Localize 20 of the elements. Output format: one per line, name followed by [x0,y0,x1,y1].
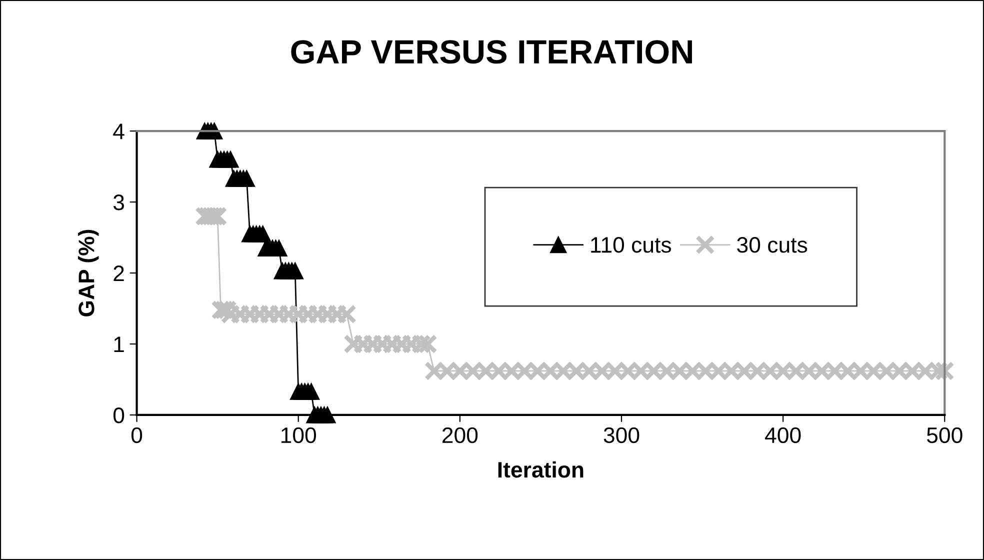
point [319,406,336,424]
y-tick-label: 2 [114,266,124,282]
chart-title: GAP VERSUS ITERATION [291,40,692,64]
y-tick-label: 3 [113,194,124,210]
y-tick-label: 1 [114,336,124,352]
y-tick-label: 0 [113,407,124,424]
x-tick-label: 100 [282,427,316,444]
x-tick-label: 400 [765,427,801,444]
x-tick-label: 500 [926,427,962,444]
x-tick-label: 300 [604,427,640,444]
legend-label: 110 cuts [591,237,672,253]
legend-label: 30 cuts [737,237,808,253]
y-axis-title: GAP (%) [78,230,99,316]
point [222,151,239,168]
point [286,262,304,280]
x-tick-label: 0 [131,427,142,444]
y-tick-label: 4 [113,124,124,140]
point [254,226,272,242]
x-axis-title: Iteration [498,461,584,478]
x-tick-label: 200 [442,427,478,444]
